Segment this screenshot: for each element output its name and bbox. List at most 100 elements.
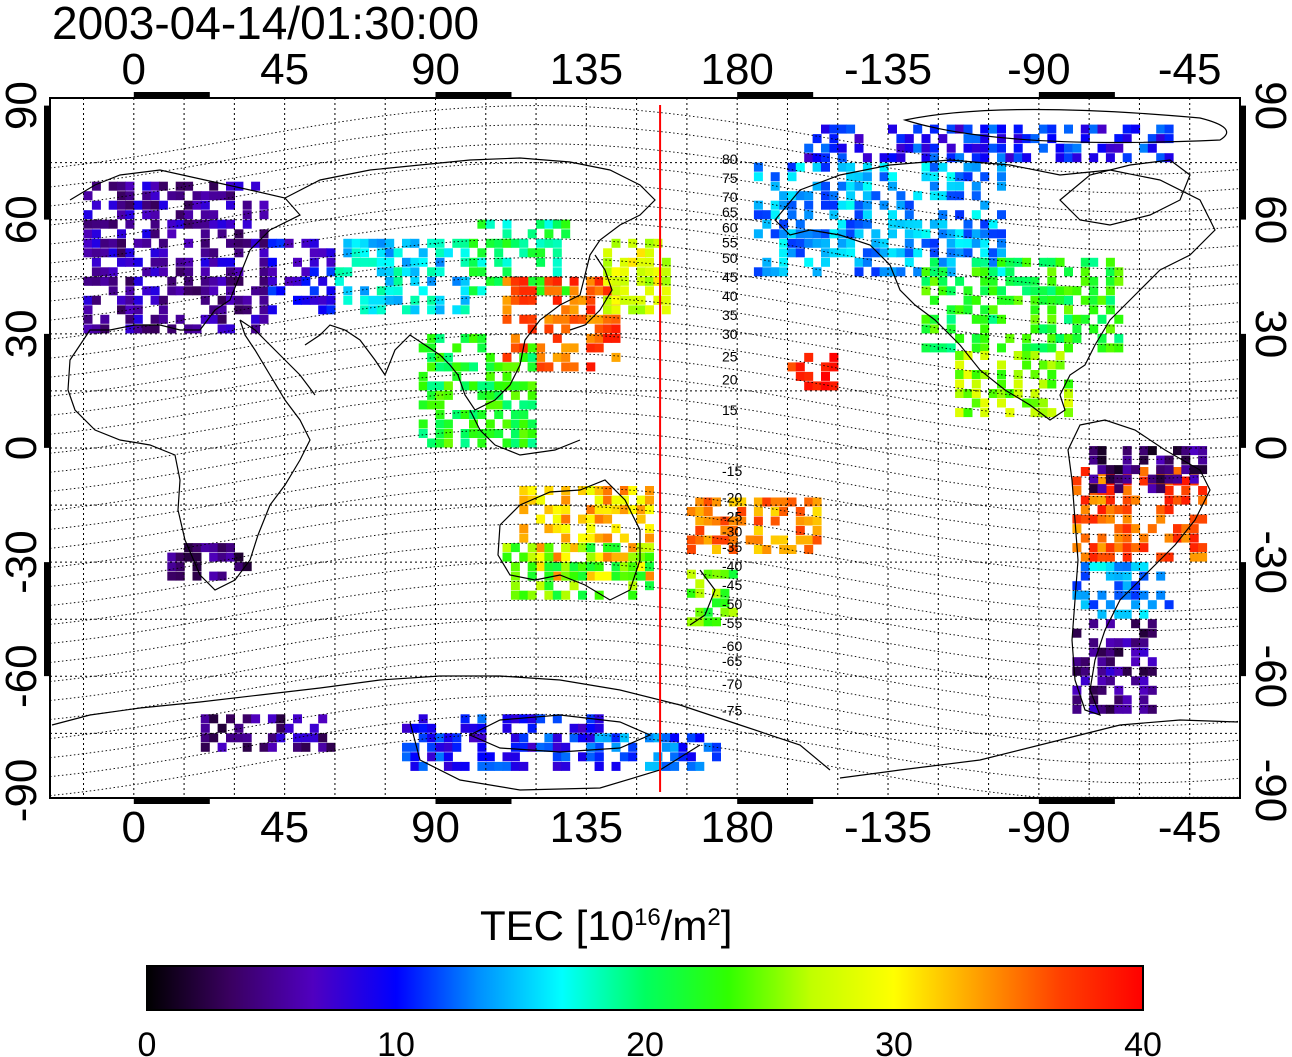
tec-cell xyxy=(636,543,646,553)
tec-cell xyxy=(821,143,830,153)
tec-cell xyxy=(1097,124,1107,134)
tec-cell xyxy=(91,257,101,267)
tec-cell xyxy=(217,229,227,239)
tec-cell xyxy=(242,305,252,315)
tec-cell xyxy=(787,238,797,248)
tec-cell xyxy=(645,533,654,543)
tec-cell xyxy=(360,238,370,248)
contour-line xyxy=(50,713,1240,784)
tec-cell xyxy=(753,545,763,554)
tec-cell xyxy=(427,276,437,286)
tec-cell xyxy=(1089,638,1099,648)
tec-cell xyxy=(427,295,437,305)
tec-cell xyxy=(343,267,353,277)
tec-cell xyxy=(552,238,562,248)
tec-cell xyxy=(695,516,705,526)
tec-cell xyxy=(787,362,797,372)
tec-cell xyxy=(125,181,135,191)
tec-cell xyxy=(829,381,839,391)
tec-cell xyxy=(418,400,428,410)
tec-cell xyxy=(594,324,604,334)
tec-cell xyxy=(561,552,571,562)
tec-cell xyxy=(158,257,168,267)
tec-cell xyxy=(1097,465,1107,475)
tec-cell xyxy=(443,352,453,362)
tec-cell xyxy=(854,229,864,239)
tec-region-6 xyxy=(418,333,537,448)
tec-cell xyxy=(1181,486,1191,495)
tec-cell xyxy=(1105,495,1115,505)
contour-line xyxy=(50,618,1240,689)
tec-cell xyxy=(963,172,973,182)
tec-cell xyxy=(963,305,973,315)
frame-tick-bar xyxy=(44,105,50,220)
tec-cell xyxy=(360,257,370,267)
tec-cell xyxy=(485,352,495,362)
tec-region-5 xyxy=(603,238,671,315)
tec-cell xyxy=(1122,455,1132,465)
tec-cell xyxy=(167,562,177,572)
colorbar-title-exp2: 2 xyxy=(707,904,721,931)
tec-cell xyxy=(267,733,277,743)
tec-cell xyxy=(946,305,956,315)
tec-cell xyxy=(1156,474,1166,484)
tec-cell xyxy=(1105,647,1115,657)
tec-cell xyxy=(385,286,395,296)
tec-cell xyxy=(636,305,646,315)
tec-cell xyxy=(980,172,990,182)
tec-cell xyxy=(661,742,671,752)
tec-cell xyxy=(670,742,680,752)
tec-cell xyxy=(175,314,185,324)
tec-cell xyxy=(569,286,579,296)
tec-cell xyxy=(1173,524,1182,534)
tec-cell xyxy=(443,429,453,438)
tec-cell xyxy=(460,257,470,267)
tec-cell xyxy=(1089,153,1099,163)
tec-cell xyxy=(200,248,210,258)
tec-cell xyxy=(804,516,814,526)
tec-cell xyxy=(427,742,437,752)
tec-cell xyxy=(259,257,269,267)
tec-cell xyxy=(645,552,654,562)
tec-cell xyxy=(150,219,160,229)
tec-cell xyxy=(234,267,244,277)
tec-cell xyxy=(586,552,596,562)
tec-cell xyxy=(879,162,889,172)
tec-cell xyxy=(267,714,277,724)
tec-cell xyxy=(1089,552,1099,562)
contour-line xyxy=(50,143,1240,213)
tec-cell xyxy=(150,181,160,191)
colorbar-tick-label: 30 xyxy=(875,1026,913,1057)
tec-cell xyxy=(309,238,319,248)
tec-cell xyxy=(1139,467,1149,476)
tec-cell xyxy=(854,219,864,229)
tec-cell xyxy=(594,495,604,505)
contour-label: 20 xyxy=(722,372,738,388)
tec-cell xyxy=(594,742,604,752)
tec-cell xyxy=(946,248,956,258)
tec-cell xyxy=(619,286,629,296)
tec-cell xyxy=(645,286,654,296)
tec-cell xyxy=(1164,153,1174,163)
tec-cell xyxy=(435,390,445,400)
tec-cell xyxy=(1097,343,1107,353)
tec-cell xyxy=(209,248,219,258)
tec-cell xyxy=(804,497,814,507)
tec-cell xyxy=(1105,465,1115,475)
tec-cell xyxy=(980,134,990,144)
tec-cell xyxy=(1189,543,1199,553)
tec-cell xyxy=(812,229,822,239)
tec-cell xyxy=(1072,286,1082,296)
tec-cell xyxy=(1005,267,1015,277)
tec-cell xyxy=(259,267,269,277)
tec-cell xyxy=(963,124,973,134)
tec-cell xyxy=(1156,153,1166,163)
tec-cell xyxy=(997,181,1006,191)
tec-cell xyxy=(971,162,981,172)
tec-cell xyxy=(921,172,931,182)
tec-cell xyxy=(259,200,269,210)
tec-cell xyxy=(435,362,445,372)
tec-cell xyxy=(603,733,613,743)
tec-cell xyxy=(971,134,981,144)
